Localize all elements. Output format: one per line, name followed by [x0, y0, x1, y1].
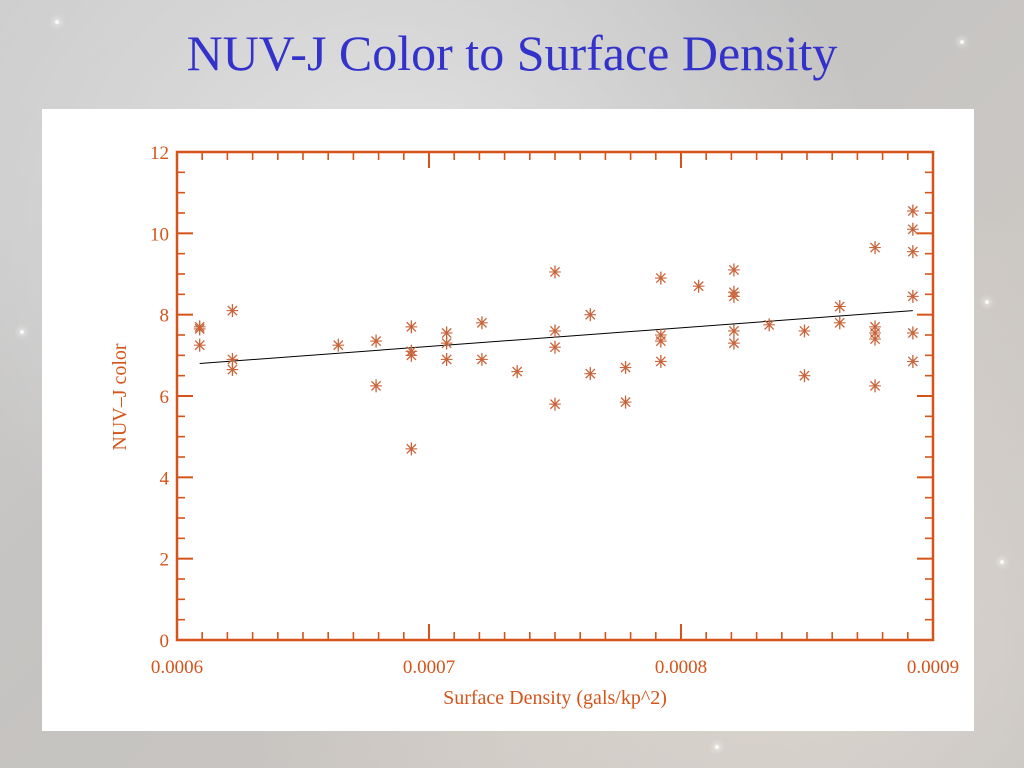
data-point	[511, 365, 524, 379]
background-star	[20, 330, 24, 334]
data-point	[405, 442, 418, 456]
data-point	[763, 318, 776, 332]
data-point	[584, 367, 597, 381]
data-point	[405, 348, 418, 362]
background-star	[985, 300, 989, 304]
data-point	[440, 326, 453, 340]
data-points	[193, 204, 919, 456]
y-tick-label: 2	[160, 550, 170, 571]
x-axis-title: Surface Density (gals/kp^2)	[443, 687, 667, 709]
background-star	[55, 20, 59, 24]
data-point	[226, 363, 239, 377]
data-point	[654, 271, 667, 285]
y-tick-label: 6	[160, 387, 170, 408]
data-point	[869, 241, 881, 255]
data-point	[370, 334, 382, 348]
data-point	[654, 334, 667, 348]
data-point	[440, 352, 453, 366]
data-point	[193, 338, 206, 352]
slide-title: NUV-J Color to Surface Density	[186, 25, 838, 81]
data-point	[619, 395, 632, 409]
y-axis-title: NUV–J color	[109, 343, 131, 451]
data-point	[332, 338, 345, 352]
data-point	[476, 352, 488, 366]
x-tick-label: 0.0009	[907, 657, 959, 678]
background-star	[960, 40, 964, 44]
data-point	[476, 316, 488, 330]
x-tick-label: 0.0007	[403, 657, 455, 678]
data-point	[728, 336, 740, 350]
data-point	[798, 369, 811, 383]
data-point	[728, 324, 740, 338]
x-tick-label: 0.0006	[151, 657, 203, 678]
data-point	[728, 289, 740, 303]
y-tick-label: 12	[150, 143, 169, 164]
data-point	[226, 304, 239, 318]
data-point	[584, 308, 597, 322]
data-point	[869, 379, 881, 393]
data-point	[619, 361, 632, 375]
data-point	[906, 204, 919, 218]
data-point	[906, 354, 919, 368]
data-point	[906, 222, 919, 236]
data-point	[654, 354, 667, 368]
y-tick-label: 0	[160, 631, 170, 652]
y-tick-label: 10	[150, 224, 169, 245]
scatter-chart: 0.0006 0.0007 0.0008 0.0009 0 2 4 6 8 10 12 Surfac…	[109, 143, 959, 709]
fit-line-group	[199, 310, 913, 364]
data-point	[405, 320, 418, 334]
fit-line	[199, 310, 913, 364]
data-point	[906, 326, 919, 340]
data-point	[906, 245, 919, 259]
plot-border	[175, 150, 935, 642]
data-point	[833, 300, 846, 314]
data-point	[549, 397, 561, 411]
x-tick-label: 0.0008	[655, 657, 707, 678]
data-point	[728, 263, 740, 277]
plot-panel: 0.0006 0.0007 0.0008 0.0009 0 2 4 6 8 10 12 Surfac…	[42, 109, 974, 731]
background-star	[1000, 560, 1004, 564]
data-point	[370, 379, 382, 393]
data-point	[833, 316, 846, 330]
tick-labels: 0.0006 0.0007 0.0008 0.0009 0 2 4 6 8 10 12	[150, 143, 959, 678]
y-tick-label: 4	[160, 468, 170, 489]
data-point	[906, 289, 919, 303]
data-point	[549, 265, 561, 279]
data-point	[549, 324, 561, 338]
data-point	[692, 279, 705, 293]
data-point	[193, 320, 206, 334]
data-point	[869, 332, 881, 346]
data-point	[798, 324, 811, 338]
data-point	[549, 340, 561, 354]
plot-frame	[175, 150, 935, 642]
background-star	[715, 745, 719, 749]
axis-ticks	[176, 151, 934, 641]
y-tick-label: 8	[160, 306, 170, 327]
data-point	[440, 336, 453, 350]
